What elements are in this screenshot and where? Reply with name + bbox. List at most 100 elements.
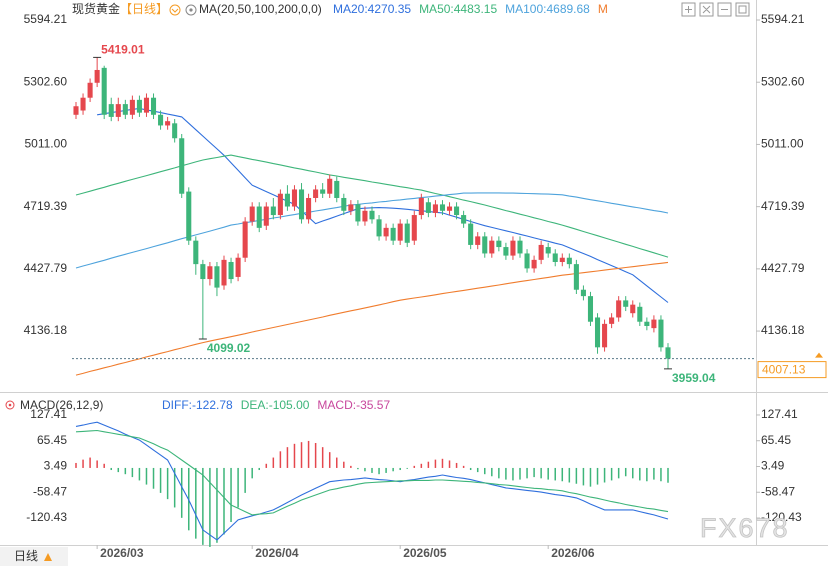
y-tick-label-right: 5302.60 — [761, 74, 805, 88]
macd-bar — [357, 467, 359, 470]
macd-bar — [427, 461, 430, 468]
candle-body — [270, 206, 276, 216]
candle-body — [320, 189, 326, 194]
macd-bar — [286, 447, 289, 468]
macd-bar — [498, 467, 500, 479]
macd-bar — [321, 447, 324, 468]
period-button[interactable]: 日线 — [0, 547, 68, 566]
series-line — [75, 192, 669, 269]
low-annotation: 4099.02 — [207, 341, 251, 355]
macd-bar — [216, 467, 218, 543]
last-price-arrow — [815, 352, 823, 358]
settings-icon[interactable] — [169, 4, 181, 16]
macd-bar — [413, 465, 416, 468]
macd-bar — [364, 467, 366, 472]
candle-body — [446, 206, 453, 211]
macd-bar — [617, 467, 620, 479]
y-tick-label-left: -120.43 — [26, 510, 67, 524]
candle-body — [362, 210, 368, 222]
macd-bar — [75, 462, 77, 468]
macd-bar — [540, 467, 542, 479]
series-line — [75, 429, 669, 516]
candle-body — [616, 300, 622, 318]
candle-body — [594, 317, 601, 348]
candle-body — [432, 204, 438, 213]
toolbar[interactable] — [681, 2, 750, 17]
candle-body — [291, 189, 298, 207]
legend-entry: MA100:4689.68 — [505, 2, 590, 16]
y-tick-label-right: -58.47 — [761, 484, 795, 498]
period-label[interactable]: 【日线】 — [120, 2, 168, 16]
candle-body — [587, 296, 594, 322]
candle-body — [580, 289, 586, 297]
candle-body — [390, 227, 396, 241]
macd-settings-icon[interactable] — [5, 400, 15, 410]
macd-bar — [505, 467, 507, 480]
low-annotation: 3959.04 — [672, 371, 716, 385]
candle-body — [658, 319, 664, 348]
macd-bar — [660, 467, 662, 482]
y-tick-label-left: 65.45 — [37, 433, 67, 447]
indicator-label: MA(20,50,100,200,0,0) — [199, 2, 322, 16]
legend-entry: M — [598, 2, 608, 16]
macd-bar — [138, 467, 141, 481]
candle-body — [87, 82, 93, 98]
macd-title: MACD(26,12,9) — [20, 398, 103, 412]
candle-body — [306, 197, 312, 220]
candle-body — [623, 300, 629, 307]
candle-body — [510, 240, 516, 256]
candle-body — [644, 321, 650, 326]
candle-body — [256, 206, 262, 228]
macd-bar — [314, 442, 317, 468]
macd-bar — [117, 467, 120, 473]
candle-body — [489, 240, 495, 254]
candle-body — [313, 189, 319, 198]
y-tick-label-right: 4427.79 — [761, 261, 805, 275]
candle-body — [327, 178, 333, 194]
macd-bar — [568, 467, 571, 483]
macd-bar — [279, 451, 282, 468]
macd-bar — [251, 467, 253, 479]
macd-bar — [328, 452, 331, 468]
macd-bar — [589, 467, 592, 487]
macd-bar — [392, 467, 394, 472]
macd-bar — [603, 467, 606, 483]
macd-bar — [272, 457, 275, 468]
candle-body — [263, 206, 269, 226]
macd-bar — [173, 467, 176, 508]
macd-bar — [307, 440, 310, 468]
candle-body — [637, 306, 643, 322]
macd-bar — [646, 467, 648, 482]
macd-bar — [89, 457, 91, 468]
y-tick-label-right: 3.49 — [761, 459, 785, 473]
y-tick-label-left: 4427.79 — [24, 261, 68, 275]
macd-bar — [575, 467, 578, 484]
macd-bar — [159, 467, 162, 493]
y-tick-label-left: 127.41 — [30, 407, 67, 421]
macd-bar — [378, 467, 380, 475]
macd-bar — [371, 467, 373, 473]
x-tick-label: 2026/06 — [551, 546, 595, 560]
candle-body — [143, 97, 150, 113]
candle-body — [411, 215, 417, 241]
x-tick-label: 2026/04 — [255, 546, 299, 560]
candle-body — [73, 106, 79, 115]
y-tick-label-left: 4719.39 — [24, 199, 68, 213]
candle-body — [207, 266, 213, 280]
period-button-label[interactable]: 日线 — [14, 549, 38, 563]
candle-body — [496, 240, 502, 248]
candle-body — [651, 319, 657, 329]
candle-body — [383, 227, 389, 237]
candle-body — [80, 97, 86, 111]
candle-body — [165, 121, 171, 126]
macd-bar — [152, 467, 155, 489]
legend-entry: MACD:-35.57 — [317, 398, 390, 412]
macd-bar — [96, 460, 98, 468]
candle-body — [129, 99, 135, 115]
visibility-icon[interactable] — [185, 4, 197, 16]
candle-body — [200, 264, 206, 280]
candle-body — [228, 261, 234, 280]
candle-body — [602, 323, 608, 348]
candle-body — [545, 247, 551, 254]
